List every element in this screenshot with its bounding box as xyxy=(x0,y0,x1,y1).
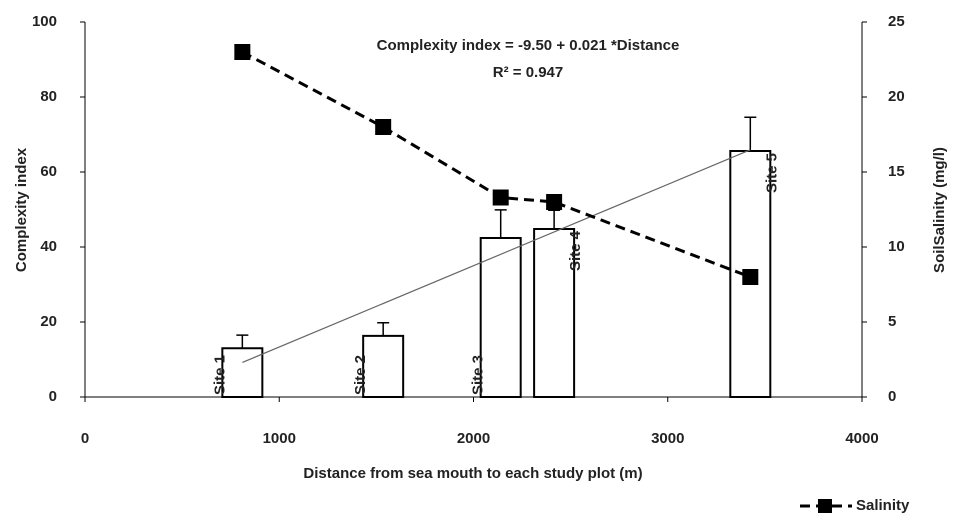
bar xyxy=(221,347,264,398)
y-tick-label: 60 xyxy=(40,163,57,180)
y2-tick-label: 0 xyxy=(888,388,896,405)
y-tick-label: 0 xyxy=(49,388,57,405)
salinity-marker xyxy=(546,194,563,210)
site-label: Site 5 xyxy=(763,153,780,193)
x-tick-label: 2000 xyxy=(457,430,490,447)
bar xyxy=(479,237,522,398)
x-axis-label: Distance from sea mouth to each study pl… xyxy=(303,465,642,482)
salinity-marker xyxy=(742,269,759,285)
x-tick-label: 0 xyxy=(81,430,89,447)
site-label: Site 2 xyxy=(352,355,369,395)
site-label: Site 3 xyxy=(470,355,487,395)
x-tick-label: 1000 xyxy=(263,430,296,447)
y2-tick-label: 5 xyxy=(888,313,896,330)
y2-tick-label: 25 xyxy=(888,13,905,30)
legend-label: Salinity xyxy=(856,497,910,514)
x-tick-label: 3000 xyxy=(651,430,684,447)
y-tick-label: 40 xyxy=(40,238,57,255)
y2-axis-label: SoilSalinity (mg/l) xyxy=(931,147,948,273)
site-label: Site 4 xyxy=(567,230,584,271)
bar xyxy=(533,228,576,398)
site-label: Site 1 xyxy=(211,355,228,395)
equation: Complexity index = -9.50 + 0.021 *Distan… xyxy=(377,37,680,54)
r-squared: R² = 0.947 xyxy=(493,64,563,81)
y2-tick-label: 20 xyxy=(888,88,905,105)
salinity-marker xyxy=(492,189,509,206)
y-tick-label: 100 xyxy=(32,13,57,30)
y-tick-label: 20 xyxy=(40,313,57,330)
y-axis-label: Complexity index xyxy=(13,147,30,272)
y2-tick-label: 10 xyxy=(888,238,905,255)
y2-tick-label: 15 xyxy=(888,163,905,180)
y-tick-label: 80 xyxy=(40,88,57,105)
salinity-marker xyxy=(375,119,392,135)
trend-line xyxy=(242,149,751,364)
salinity-marker xyxy=(234,44,251,60)
legend-marker xyxy=(818,499,832,513)
x-tick-label: 4000 xyxy=(845,430,878,447)
bar xyxy=(362,334,405,398)
